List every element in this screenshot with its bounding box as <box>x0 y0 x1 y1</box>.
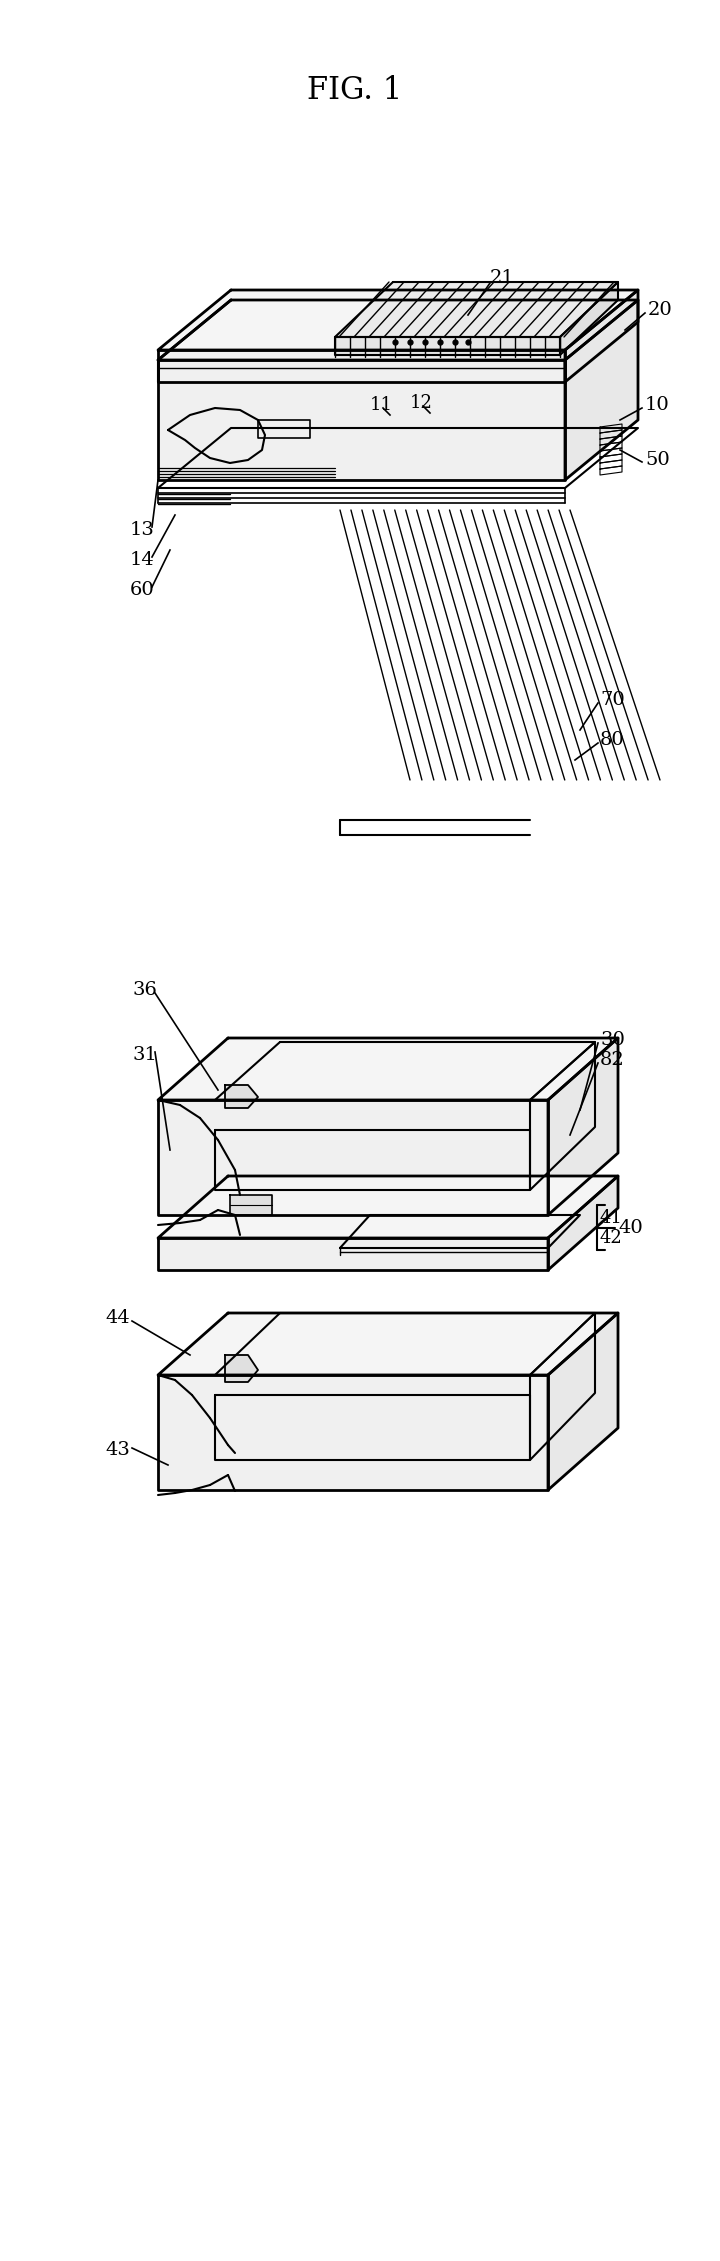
Polygon shape <box>158 359 565 382</box>
Polygon shape <box>565 301 638 382</box>
Polygon shape <box>158 1038 618 1101</box>
Polygon shape <box>158 1239 548 1271</box>
Polygon shape <box>158 1375 548 1490</box>
Polygon shape <box>158 1314 618 1375</box>
Text: 70: 70 <box>600 692 625 710</box>
Text: 50: 50 <box>645 450 670 468</box>
Text: FIG. 1: FIG. 1 <box>307 75 402 106</box>
Polygon shape <box>158 350 565 479</box>
Polygon shape <box>335 337 560 355</box>
Text: 43: 43 <box>105 1440 130 1458</box>
Text: 40: 40 <box>618 1219 643 1237</box>
Text: 14: 14 <box>130 552 155 570</box>
Polygon shape <box>548 1176 618 1271</box>
Polygon shape <box>158 289 638 350</box>
Text: 41: 41 <box>600 1210 623 1228</box>
Text: 36: 36 <box>132 981 157 999</box>
Polygon shape <box>560 283 618 355</box>
Text: 60: 60 <box>130 581 155 599</box>
Polygon shape <box>230 1196 272 1214</box>
Text: 13: 13 <box>130 520 155 538</box>
Polygon shape <box>548 1038 618 1214</box>
Text: 31: 31 <box>132 1047 157 1065</box>
Polygon shape <box>225 1085 258 1108</box>
Text: 12: 12 <box>410 393 433 412</box>
Text: 30: 30 <box>600 1031 625 1049</box>
Polygon shape <box>548 1314 618 1490</box>
Polygon shape <box>158 301 638 359</box>
Text: 10: 10 <box>645 396 670 414</box>
Polygon shape <box>565 289 638 479</box>
Text: 82: 82 <box>600 1051 625 1069</box>
Text: 11: 11 <box>370 396 393 414</box>
Text: 80: 80 <box>600 730 625 748</box>
Text: 20: 20 <box>648 301 672 319</box>
Polygon shape <box>158 1101 548 1214</box>
Text: 21: 21 <box>490 269 515 287</box>
Polygon shape <box>335 283 618 337</box>
Polygon shape <box>158 1176 618 1239</box>
Polygon shape <box>168 407 265 464</box>
Text: 44: 44 <box>105 1309 130 1327</box>
Text: 42: 42 <box>600 1230 623 1248</box>
Polygon shape <box>225 1354 258 1381</box>
